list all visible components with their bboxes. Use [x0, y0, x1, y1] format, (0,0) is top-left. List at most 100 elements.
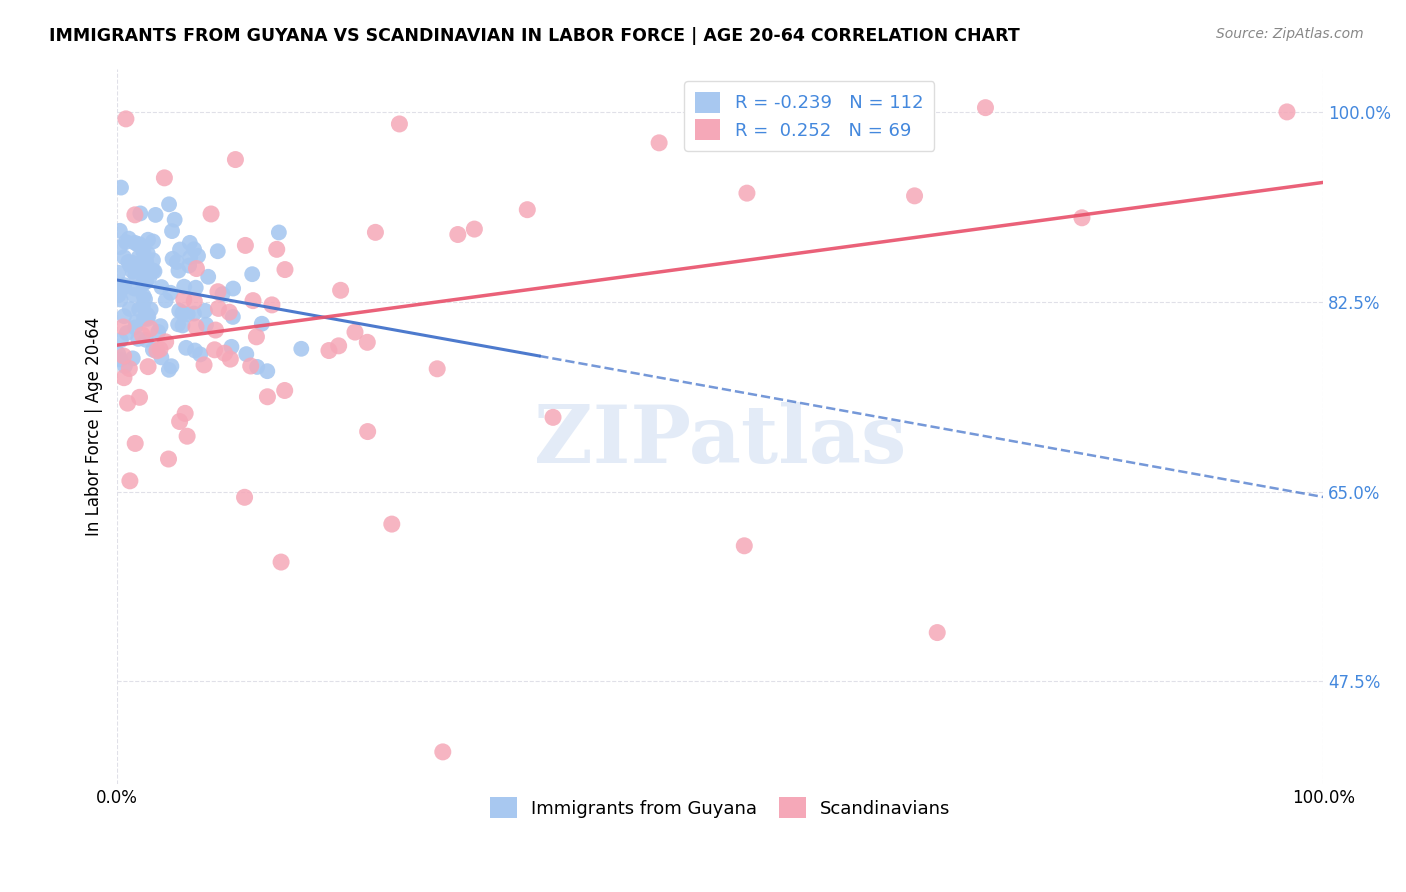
- Point: [135, 308, 157, 322]
- Point: [179, 235, 201, 250]
- Point: [356, 425, 378, 439]
- Point: [174, 406, 197, 420]
- Point: [162, 252, 184, 266]
- Point: [107, 266, 129, 280]
- Point: [167, 318, 190, 332]
- Point: [246, 359, 269, 374]
- Point: [381, 517, 404, 532]
- Point: [160, 224, 183, 238]
- Point: [648, 136, 671, 150]
- Point: [112, 278, 135, 293]
- Point: [239, 359, 262, 373]
- Point: [167, 263, 190, 277]
- Point: [132, 272, 155, 286]
- Point: [184, 281, 207, 295]
- Point: [136, 312, 159, 326]
- Point: [218, 305, 240, 319]
- Point: [107, 288, 129, 302]
- Point: [186, 261, 208, 276]
- Point: [117, 255, 139, 269]
- Point: [974, 101, 997, 115]
- Point: [160, 359, 183, 374]
- Point: [132, 277, 155, 291]
- Point: [110, 180, 132, 194]
- Point: [169, 243, 191, 257]
- Point: [118, 231, 141, 245]
- Point: [129, 206, 152, 220]
- Point: [364, 225, 387, 239]
- Point: [235, 238, 257, 252]
- Point: [177, 307, 200, 321]
- Point: [167, 303, 190, 318]
- Point: [188, 347, 211, 361]
- Point: [221, 340, 243, 354]
- Point: [127, 237, 149, 252]
- Point: [110, 333, 132, 347]
- Point: [138, 267, 160, 281]
- Point: [176, 429, 198, 443]
- Point: [735, 186, 758, 201]
- Point: [138, 271, 160, 285]
- Point: [112, 250, 135, 264]
- Point: [125, 315, 148, 329]
- Point: [142, 253, 165, 268]
- Point: [157, 452, 180, 467]
- Point: [142, 235, 165, 249]
- Point: [194, 303, 217, 318]
- Point: [207, 244, 229, 259]
- Point: [256, 364, 278, 378]
- Point: [207, 301, 229, 316]
- Point: [733, 539, 755, 553]
- Point: [172, 318, 194, 333]
- Point: [183, 242, 205, 256]
- Point: [110, 293, 132, 307]
- Point: [193, 358, 215, 372]
- Point: [107, 347, 129, 361]
- Point: [447, 227, 470, 242]
- Point: [124, 436, 146, 450]
- Point: [233, 491, 256, 505]
- Point: [149, 343, 172, 357]
- Point: [195, 318, 218, 332]
- Point: [138, 310, 160, 324]
- Point: [219, 352, 242, 367]
- Point: [108, 284, 131, 298]
- Point: [136, 266, 159, 280]
- Point: [118, 301, 141, 316]
- Point: [136, 266, 159, 280]
- Point: [157, 197, 180, 211]
- Point: [132, 254, 155, 268]
- Point: [111, 282, 134, 296]
- Point: [115, 112, 138, 126]
- Point: [222, 310, 245, 324]
- Point: [214, 346, 236, 360]
- Point: [135, 333, 157, 347]
- Point: [112, 320, 135, 334]
- Point: [124, 281, 146, 295]
- Point: [132, 245, 155, 260]
- Point: [222, 281, 245, 295]
- Point: [145, 208, 167, 222]
- Point: [148, 325, 170, 339]
- Point: [121, 264, 143, 278]
- Point: [146, 343, 169, 358]
- Point: [328, 339, 350, 353]
- Point: [155, 334, 177, 349]
- Point: [108, 224, 131, 238]
- Point: [127, 332, 149, 346]
- Point: [120, 259, 142, 273]
- Point: [150, 351, 173, 365]
- Point: [256, 390, 278, 404]
- Point: [541, 410, 564, 425]
- Point: [211, 287, 233, 301]
- Point: [240, 267, 263, 281]
- Point: [136, 246, 159, 260]
- Point: [121, 256, 143, 270]
- Point: [163, 212, 186, 227]
- Point: [432, 745, 454, 759]
- Point: [183, 294, 205, 309]
- Point: [136, 233, 159, 247]
- Point: [115, 326, 138, 340]
- Point: [174, 341, 197, 355]
- Point: [183, 307, 205, 321]
